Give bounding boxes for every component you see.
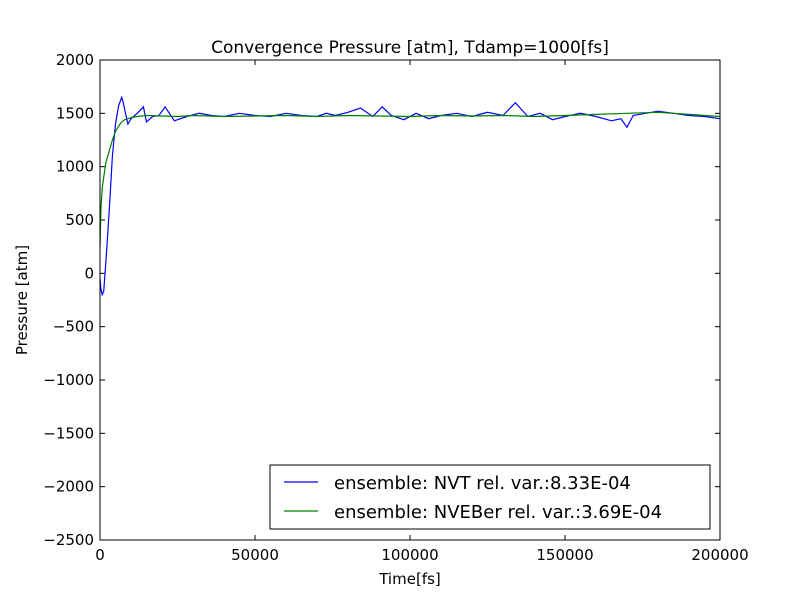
x-tick-label: 0: [95, 546, 105, 564]
y-tick-label: −1500: [43, 424, 94, 442]
y-axis-ticks: −2500 −2000 −1500 −1000 −500 0 500 1000 1500 2000: [43, 51, 720, 549]
x-axis-label: Time[fs]: [378, 570, 441, 588]
plot-series: [99, 95, 721, 297]
series-line-1: [99, 111, 721, 247]
legend-label-nvt: ensemble: NVT rel. var.:8.33E-04: [334, 473, 631, 494]
legend: ensemble: NVT rel. var.:8.33E-04 ensembl…: [269, 464, 711, 530]
legend-box: [269, 464, 711, 530]
y-tick-label: 2000: [56, 51, 94, 69]
y-tick-label: −2000: [43, 478, 94, 496]
y-tick-label: −500: [53, 318, 94, 336]
x-tick-label: 200000: [691, 546, 748, 564]
y-axis-label: Pressure [atm]: [13, 245, 31, 355]
y-tick-label: 0: [84, 264, 94, 282]
y-tick-label: 1500: [56, 104, 94, 122]
y-tick-label: 500: [65, 211, 94, 229]
y-tick-label: −1000: [43, 371, 94, 389]
x-axis-ticks: 0 50000 100000 150000 200000: [95, 60, 749, 564]
y-tick-label: −2500: [43, 531, 94, 549]
plot-frame: [99, 59, 721, 541]
legend-label-nveber: ensemble: NVEBer rel. var.:3.69E-04: [334, 502, 662, 523]
x-tick-label: 50000: [231, 546, 279, 564]
x-tick-label: 100000: [381, 546, 438, 564]
series-line-0: [99, 95, 721, 297]
x-tick-label: 150000: [536, 546, 593, 564]
chart-title: Convergence Pressure [atm], Tdamp=1000[f…: [211, 38, 609, 58]
y-tick-label: 1000: [56, 158, 94, 176]
